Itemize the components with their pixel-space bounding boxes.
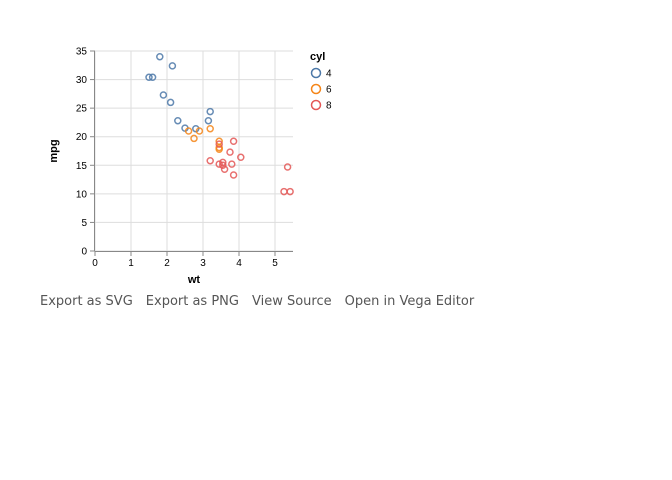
data-points — [145, 52, 294, 196]
data-point — [159, 91, 168, 99]
legend-symbol — [310, 83, 322, 95]
data-point — [190, 134, 198, 143]
data-point — [184, 127, 193, 135]
data-point — [156, 52, 164, 61]
data-point — [237, 153, 245, 162]
data-point — [226, 148, 234, 156]
export-svg-link[interactable]: Export as SVG — [40, 294, 133, 309]
legend-symbol — [310, 99, 322, 111]
legend: cyl 4 6 8 — [310, 51, 332, 112]
data-point — [283, 163, 292, 171]
view-source-link[interactable]: View Source — [251, 294, 332, 309]
y-tick-label: 25 — [76, 104, 88, 115]
data-point — [219, 158, 227, 167]
y-tick-label: 10 — [76, 189, 88, 200]
data-point — [148, 73, 157, 82]
y-tick-label: 0 — [81, 247, 87, 258]
open-vega-editor-link[interactable]: Open in Vega Editor — [344, 294, 475, 309]
x-axis-title: wt — [187, 274, 201, 286]
data-point — [219, 161, 227, 170]
x-tick-label: 3 — [200, 258, 206, 269]
data-point — [145, 73, 153, 82]
axes: 0 1 2 3 4 5 0 5 10 15 20 25 30 35 — [76, 47, 293, 269]
data-point — [215, 140, 223, 148]
x-tick-label: 4 — [236, 258, 242, 269]
scatter-chart: 0 1 2 3 4 5 0 5 10 15 20 25 30 35 wt mpg cyl 4 6 8 — [48, 47, 332, 287]
y-axis-title: mpg — [48, 139, 60, 162]
chart-actions: Export as SVG Export as PNG View Source … — [40, 294, 487, 309]
data-point — [166, 98, 175, 107]
data-point — [215, 145, 223, 154]
data-point — [206, 107, 214, 116]
data-point — [229, 137, 238, 146]
data-point — [229, 171, 238, 179]
y-tick-label: 30 — [76, 75, 88, 86]
x-tick-label: 0 — [92, 258, 98, 269]
data-point — [215, 160, 223, 168]
legend-label: 6 — [326, 85, 332, 96]
x-tick-label: 5 — [272, 258, 278, 269]
data-point — [286, 187, 294, 196]
legend-label: 8 — [326, 101, 332, 112]
x-tick-label: 2 — [164, 258, 170, 269]
y-tick-label: 35 — [76, 47, 88, 58]
data-point — [228, 160, 236, 168]
data-point — [206, 156, 214, 165]
legend-symbol — [310, 67, 322, 79]
data-point — [195, 127, 204, 135]
data-point — [174, 116, 182, 125]
y-tick-label: 15 — [76, 161, 88, 172]
data-point — [168, 62, 177, 70]
x-tick-label: 1 — [128, 258, 134, 269]
export-png-link[interactable]: Export as PNG — [145, 294, 239, 309]
data-point — [206, 124, 214, 133]
legend-title: cyl — [310, 51, 325, 63]
legend-label: 4 — [326, 69, 332, 80]
y-tick-label: 20 — [76, 132, 88, 143]
data-point — [204, 116, 213, 125]
data-point — [220, 165, 229, 174]
grid — [94, 50, 293, 252]
y-tick-label: 5 — [81, 218, 87, 229]
